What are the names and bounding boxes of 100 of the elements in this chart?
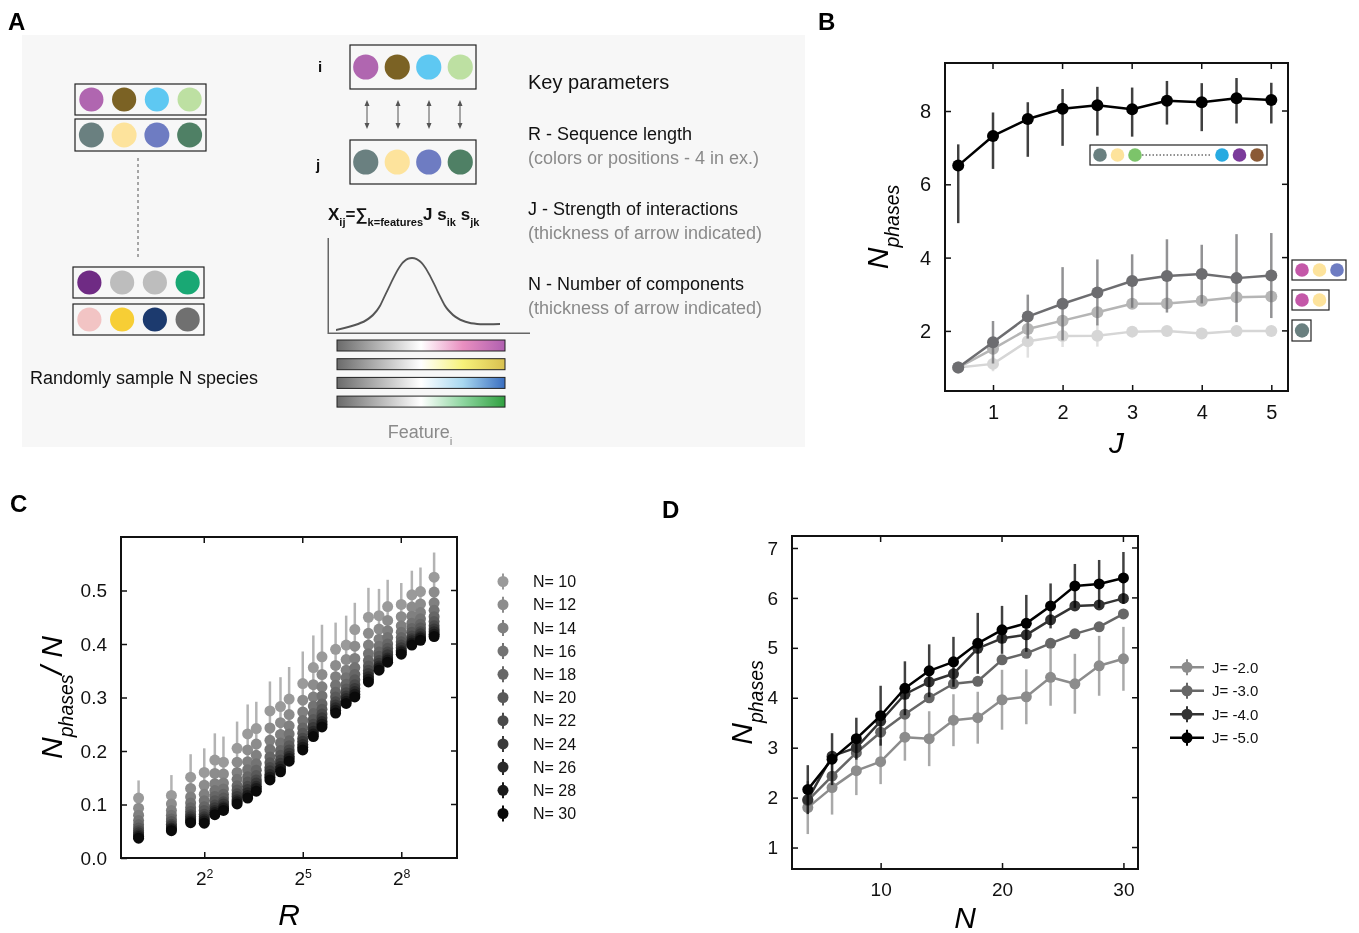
y-tick-label: 0.3 bbox=[80, 687, 107, 709]
point bbox=[250, 723, 262, 735]
point bbox=[1160, 94, 1173, 107]
y-tick-label: 0.1 bbox=[80, 794, 107, 816]
point bbox=[297, 678, 309, 690]
text: Feature$_{i}$ bbox=[387, 422, 453, 447]
point bbox=[362, 611, 374, 623]
point bbox=[1117, 572, 1129, 584]
point bbox=[349, 624, 361, 636]
y-tick-label: 2 bbox=[767, 787, 778, 809]
x-tick-label: 30 bbox=[1113, 879, 1135, 901]
text: (colors or positions - 4 in ex.) bbox=[528, 148, 760, 168]
point bbox=[316, 651, 328, 663]
y-tick-label: 4 bbox=[919, 246, 931, 269]
x-tick-label: 2 bbox=[1057, 401, 1069, 424]
text: N - Number of components bbox=[528, 274, 745, 294]
y-tick-label: 0.5 bbox=[80, 580, 107, 602]
point bbox=[1020, 691, 1032, 703]
point bbox=[1093, 621, 1105, 633]
point bbox=[1056, 102, 1069, 115]
point bbox=[1195, 96, 1208, 109]
legend-label: J= -3.0 bbox=[1212, 682, 1259, 699]
text: Key parameters bbox=[528, 71, 670, 93]
point bbox=[850, 765, 862, 777]
point bbox=[1069, 580, 1081, 592]
point bbox=[242, 744, 254, 756]
text: Randomly sample N species bbox=[30, 368, 259, 388]
point bbox=[972, 712, 984, 724]
point bbox=[1160, 324, 1173, 337]
point bbox=[1021, 335, 1034, 348]
legend-label: N= 12 bbox=[533, 596, 577, 614]
point bbox=[996, 624, 1008, 636]
y-tick-label: 6 bbox=[767, 587, 778, 609]
legend-label: N= 10 bbox=[533, 573, 577, 591]
point bbox=[826, 782, 838, 794]
point bbox=[1230, 324, 1243, 337]
point bbox=[1117, 653, 1129, 665]
x-tick-label: 2$^{2}$ bbox=[196, 867, 214, 890]
legend-label: J= -2.0 bbox=[1212, 658, 1259, 676]
point bbox=[952, 159, 965, 172]
legend-label: N= 20 bbox=[533, 689, 577, 707]
y-tick-label: 0.0 bbox=[80, 847, 107, 869]
point bbox=[231, 756, 243, 768]
point bbox=[297, 694, 309, 706]
point bbox=[1021, 310, 1034, 323]
point bbox=[1230, 272, 1243, 285]
point bbox=[242, 728, 254, 740]
text: X$_{ij}$=∑$_{k=features}$J s$_{ik}$ s$_{jk}$ bbox=[328, 205, 481, 228]
point bbox=[899, 731, 911, 743]
y-tick-label: 8 bbox=[919, 99, 931, 122]
legend-label: N= 22 bbox=[533, 712, 577, 730]
point bbox=[1126, 325, 1139, 338]
point bbox=[947, 656, 959, 668]
point bbox=[275, 701, 286, 713]
point bbox=[1069, 628, 1081, 640]
point bbox=[923, 733, 935, 745]
y-tick-label: 0.2 bbox=[80, 740, 107, 762]
point bbox=[307, 679, 319, 691]
chart-title: D bbox=[662, 496, 680, 523]
point bbox=[185, 771, 197, 783]
point bbox=[1091, 329, 1104, 342]
point bbox=[1160, 269, 1173, 282]
y-tick-label: 4 bbox=[767, 687, 779, 709]
x-tick-label: 20 bbox=[991, 879, 1014, 901]
x-tick-label: 4 bbox=[1196, 401, 1208, 424]
point bbox=[307, 662, 319, 674]
point bbox=[875, 756, 887, 768]
point bbox=[947, 714, 959, 726]
point bbox=[275, 717, 286, 729]
point bbox=[1126, 275, 1139, 288]
point bbox=[1126, 103, 1139, 116]
point bbox=[875, 710, 887, 722]
x-axis-title: J bbox=[1108, 426, 1125, 459]
legend-label: N= 24 bbox=[533, 735, 577, 753]
chart-title: C bbox=[10, 490, 28, 517]
point bbox=[1265, 94, 1278, 106]
point bbox=[1045, 600, 1057, 612]
point bbox=[802, 784, 814, 796]
point bbox=[264, 705, 276, 717]
y-tick-label: 0.4 bbox=[80, 633, 108, 655]
text: R - Sequence length bbox=[528, 124, 693, 144]
point bbox=[250, 738, 262, 750]
point bbox=[231, 742, 243, 754]
point bbox=[996, 694, 1008, 706]
y-tick-label: 5 bbox=[767, 637, 778, 659]
point bbox=[1265, 324, 1278, 337]
point bbox=[217, 756, 229, 768]
point bbox=[972, 675, 984, 687]
point bbox=[330, 643, 342, 655]
point bbox=[349, 640, 361, 652]
legend-label: N= 30 bbox=[533, 805, 577, 823]
point bbox=[1056, 297, 1069, 310]
point bbox=[1021, 113, 1034, 126]
legend-label: N= 16 bbox=[533, 642, 577, 660]
point bbox=[373, 610, 385, 622]
legend-label: N= 14 bbox=[533, 619, 577, 637]
point bbox=[923, 665, 935, 677]
point bbox=[1265, 269, 1278, 282]
y-tick-label: 1 bbox=[767, 837, 778, 859]
point bbox=[428, 571, 440, 583]
